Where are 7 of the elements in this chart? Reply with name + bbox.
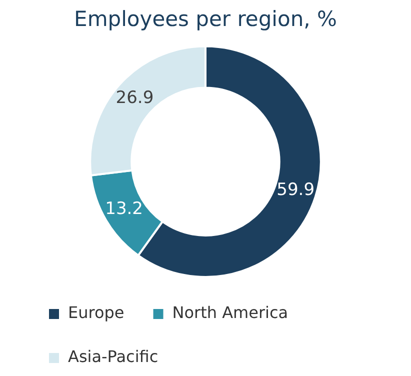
legend-label: Europe xyxy=(68,303,124,322)
data-label: 59.9 xyxy=(276,180,315,200)
legend-label: Asia-Pacific xyxy=(68,347,158,366)
data-label: 13.2 xyxy=(105,199,143,220)
chart-title: Employees per region, % xyxy=(74,7,337,32)
data-label: 26.9 xyxy=(116,88,154,108)
legend-label: North America xyxy=(172,303,288,322)
